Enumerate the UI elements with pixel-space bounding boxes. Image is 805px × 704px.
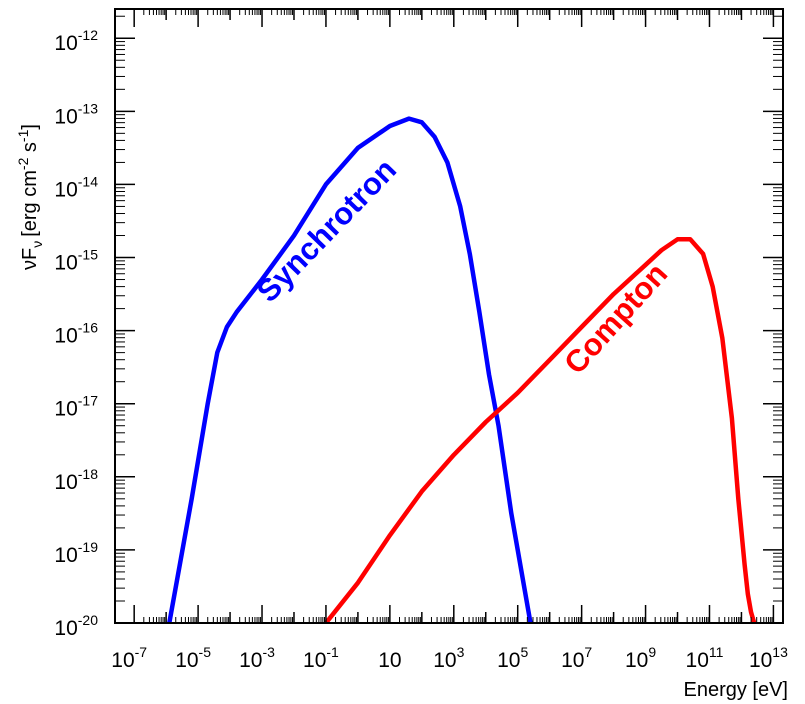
y-axis-title-sub: ν <box>29 241 45 248</box>
curve-layer <box>167 116 757 623</box>
y-tick-label: 10-14 <box>54 173 98 201</box>
y-tick-label: 10-19 <box>54 539 98 567</box>
x-tick-label: 107 <box>561 644 592 672</box>
x-tick-label: 10-1 <box>303 644 339 672</box>
y-axis-title-end: ] <box>19 124 41 130</box>
x-tick-label: 109 <box>625 644 656 672</box>
y-tick-label: 10-16 <box>54 320 98 348</box>
x-tick-label: 10-5 <box>175 644 211 672</box>
y-tick-label: 10-20 <box>54 612 98 640</box>
x-tick-label: 10-7 <box>111 644 147 672</box>
x-tick-label: 1011 <box>686 644 724 672</box>
y-axis-title-exp2: -1 <box>15 129 31 142</box>
y-axis-title-exp1: -2 <box>15 157 31 170</box>
y-tick-label: 10-18 <box>54 466 98 494</box>
y-tick-label: 10-12 <box>54 27 98 55</box>
y-axis-title-base: νF <box>19 248 41 270</box>
synchrotron-curve <box>167 116 533 623</box>
x-tick-label: 103 <box>433 644 464 672</box>
y-axis-title-mid: s <box>19 142 41 158</box>
plot-frame <box>114 8 784 624</box>
x-axis-title: Energy [eV] <box>683 679 788 701</box>
x-tick-label: 1013 <box>749 644 788 672</box>
compton-curve <box>323 237 757 623</box>
y-axis-title: νFν [erg cm-2 s-1] <box>15 124 45 270</box>
y-tick-label: 10-13 <box>54 100 98 128</box>
y-tick-label: 10-17 <box>54 393 98 421</box>
x-tick-label: 10-3 <box>239 644 275 672</box>
label-layer: 10-7 10-5 10-3 10-1 10 103 105 107 109 1011 1013 10… <box>54 27 788 672</box>
y-axis-title-units: [erg cm <box>19 170 41 237</box>
x-tick-label: 105 <box>497 644 528 672</box>
y-tick-label: 10-15 <box>54 247 98 275</box>
x-tick-label: 10 <box>378 649 401 672</box>
